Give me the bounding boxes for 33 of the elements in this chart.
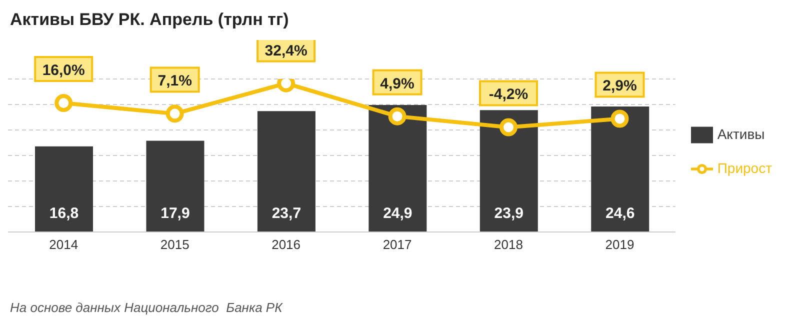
data-label: -4,2%: [488, 86, 528, 104]
x-tick-label: 2015: [160, 237, 190, 252]
data-label: 24,9: [383, 205, 412, 222]
bar: [368, 105, 427, 232]
legend-label: Активы: [717, 126, 765, 142]
point: [500, 118, 518, 136]
point: [166, 104, 184, 123]
point: [388, 107, 406, 126]
x-tick-label: 2014: [49, 237, 78, 252]
data-label: 23,9: [494, 205, 524, 222]
text: На основе данных Национального Банка РК: [10, 300, 282, 315]
data-label: 16,8: [49, 205, 79, 222]
data-label: 7,1%: [158, 72, 192, 90]
legend-label: Прирост: [717, 160, 772, 176]
point: [54, 94, 73, 112]
data-label: 32,4%: [264, 42, 308, 60]
chart-title: Активы БВУ РК. Апрель (трлн тг): [10, 10, 289, 30]
bar: [35, 146, 93, 232]
x-tick-label: 2017: [382, 237, 412, 252]
data-label: 4,9%: [380, 75, 414, 92]
data-label: 23,7: [272, 205, 302, 222]
point: [610, 110, 629, 128]
bar: [480, 110, 538, 232]
data-label: 2,9%: [602, 78, 637, 95]
data-label: 16,0%: [42, 62, 85, 79]
x-tick-label: 2018: [494, 237, 523, 252]
x-tick-label: 2016: [272, 237, 301, 252]
data-label: 24,6: [606, 205, 635, 222]
bar: [146, 140, 204, 232]
x-tick-label: 2019: [605, 237, 634, 252]
data-label: 17,9: [160, 205, 190, 222]
bar: [257, 111, 316, 232]
bar: [591, 106, 650, 232]
